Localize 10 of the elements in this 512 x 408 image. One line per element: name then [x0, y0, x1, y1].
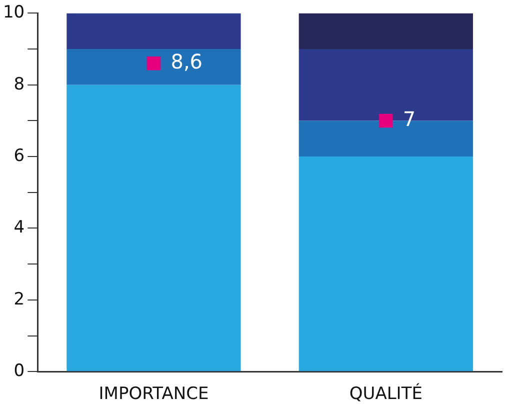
- x-tick-label: IMPORTANCE: [98, 384, 209, 404]
- y-tick-label: 2: [14, 289, 25, 310]
- data-label: 8,6: [170, 50, 203, 74]
- x-tick-label: QUALITÉ: [349, 383, 422, 404]
- data-label: 7: [402, 106, 416, 131]
- y-tick-label: 8: [14, 74, 25, 94]
- y-tick-label: 4: [14, 218, 25, 238]
- y-tick-label: 0: [14, 361, 25, 382]
- y-tick-label: 10: [2, 2, 25, 23]
- y-tick-label: 6: [14, 146, 25, 166]
